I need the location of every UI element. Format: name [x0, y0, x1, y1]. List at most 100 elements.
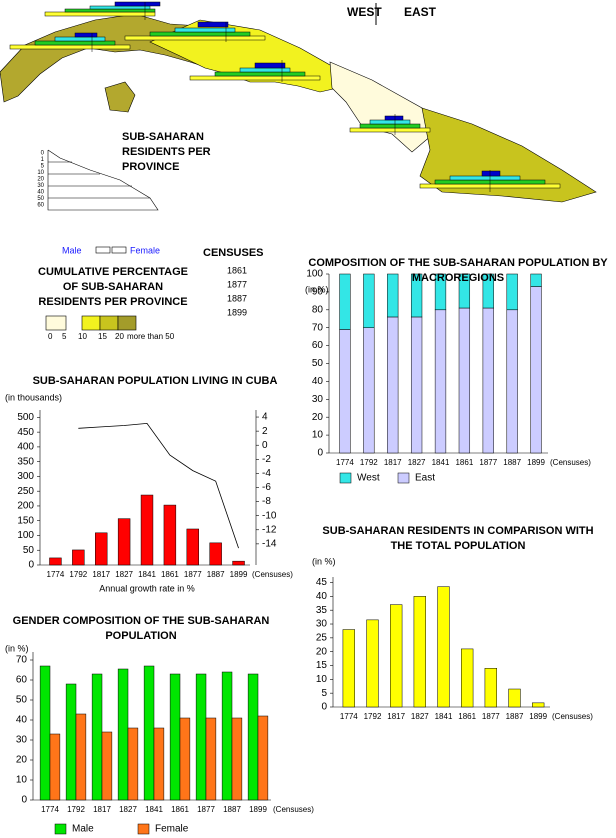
- x-tick-label: 1841: [432, 458, 450, 467]
- bar: [205, 717, 217, 801]
- bar: [366, 619, 379, 708]
- y-tick-label: 40: [16, 715, 28, 726]
- y-tick-label: 70: [312, 322, 324, 333]
- bar: [127, 727, 139, 801]
- age-label: 40: [37, 190, 44, 196]
- x-tick-label: 1817: [387, 712, 405, 721]
- x-tick-label: 1861: [458, 712, 476, 721]
- scale-label: 15: [98, 332, 107, 341]
- x-tick-label: 1774: [41, 805, 59, 814]
- y-tick-label: 70: [16, 655, 28, 666]
- bar: [232, 560, 245, 566]
- bar: [484, 668, 497, 708]
- y-tick-label: 0: [21, 795, 27, 806]
- x-tick-label: 1899: [527, 458, 545, 467]
- x-tick-label: 1817: [93, 805, 111, 814]
- y-tick-label: 30: [312, 394, 324, 405]
- x-tick-label: 1817: [384, 458, 402, 467]
- y-tick-label: 10: [312, 430, 324, 441]
- bar: [231, 717, 243, 801]
- x-unit: (Censuses): [552, 712, 593, 721]
- y-tick-label: 100: [306, 269, 323, 280]
- bar: [530, 273, 542, 287]
- bar: [95, 532, 108, 566]
- census: 1899: [227, 307, 247, 317]
- y2-tick-label: 2: [262, 426, 268, 437]
- legend-male-box: [95, 246, 111, 254]
- swatch: [81, 315, 101, 331]
- x-tick-label: 1841: [435, 712, 453, 721]
- scale-label: 0: [48, 332, 53, 341]
- chart-title: COMPOSITION OF THE SUB-SAHARAN POPULATIO…: [308, 257, 608, 284]
- region-camaguey: [329, 61, 433, 153]
- y-tick-label: 90: [312, 287, 324, 298]
- bar: [387, 273, 399, 318]
- swatch: [45, 315, 67, 331]
- bar: [186, 528, 199, 566]
- x-tick-label: 1817: [92, 570, 110, 579]
- chart-title: GENDER COMPOSITION OF THE SUB-SAHARAN PO…: [12, 615, 270, 642]
- x-tick-label: 1877: [184, 570, 202, 579]
- legend-swatch: [137, 823, 150, 835]
- bar: [532, 702, 545, 708]
- header-west: WEST: [347, 5, 382, 19]
- legend-swatch: [397, 472, 410, 484]
- line: [78, 422, 239, 549]
- x-tick-label: 1827: [408, 458, 426, 467]
- y2-tick-label: 0: [262, 440, 268, 451]
- bar: [506, 273, 518, 311]
- y-tick-label: 400: [17, 442, 34, 453]
- y-tick-label: 10: [16, 775, 28, 786]
- bar: [342, 629, 355, 708]
- bar: [387, 316, 399, 454]
- x-tick-label: 1792: [360, 458, 378, 467]
- censuses-title: CENSUSES: [203, 247, 264, 259]
- x-tick-label: 1774: [336, 458, 354, 467]
- y-tick-label: 20: [316, 646, 328, 657]
- scale-title: CUMULATIVE PERCENTAGE OF SUB-SAHARAN RES…: [38, 266, 188, 308]
- y2-tick-label: -14: [262, 539, 277, 550]
- bar: [339, 273, 351, 330]
- bar: [143, 665, 155, 801]
- bar: [163, 504, 177, 566]
- age-label: 1: [41, 157, 45, 163]
- swatch: [117, 315, 137, 331]
- bar: [179, 717, 191, 801]
- x-tick-label: 1887: [503, 458, 521, 467]
- chart: (in %) 0 5 10 15 20 25 30 35 40 45 1774 1792 1817 1827…: [312, 556, 593, 721]
- x-tick-label: 1887: [506, 712, 524, 721]
- x-axis-label: Annual growth rate in %: [99, 583, 195, 593]
- x-tick-label: 1887: [207, 570, 225, 579]
- bar: [458, 307, 471, 454]
- bar: [410, 273, 423, 318]
- x-unit: (Censuses): [273, 805, 314, 814]
- bar: [91, 673, 103, 801]
- x-tick-label: 1841: [138, 570, 156, 579]
- chart-title: SUB-SAHARAN RESIDENTS IN COMPARISON WITH…: [322, 525, 594, 552]
- bar: [75, 713, 87, 801]
- bar: [413, 596, 426, 708]
- y-tick-label: 20: [312, 412, 324, 423]
- y-axis-label: (in %): [5, 643, 29, 653]
- age-label: 30: [37, 183, 44, 189]
- y-tick-label: 350: [17, 456, 34, 467]
- bar: [72, 549, 85, 566]
- bar: [410, 316, 423, 454]
- bar: [209, 542, 222, 566]
- bar: [49, 733, 61, 801]
- age-label: 60: [37, 203, 44, 209]
- y-tick-label: 40: [316, 591, 328, 602]
- bar: [363, 327, 375, 454]
- y-tick-label: 200: [17, 501, 34, 512]
- legend-female: Female: [130, 245, 160, 255]
- scale-labels: 0 5 10 15 20 more than 50: [48, 332, 175, 341]
- bar: [65, 683, 77, 801]
- legend-label: East: [415, 473, 435, 484]
- y-tick-label: 50: [23, 545, 35, 556]
- x-tick-label: 1827: [411, 712, 429, 721]
- y-tick-label: 0: [28, 560, 34, 571]
- x-tick-label: 1792: [69, 570, 87, 579]
- bar: [169, 673, 181, 801]
